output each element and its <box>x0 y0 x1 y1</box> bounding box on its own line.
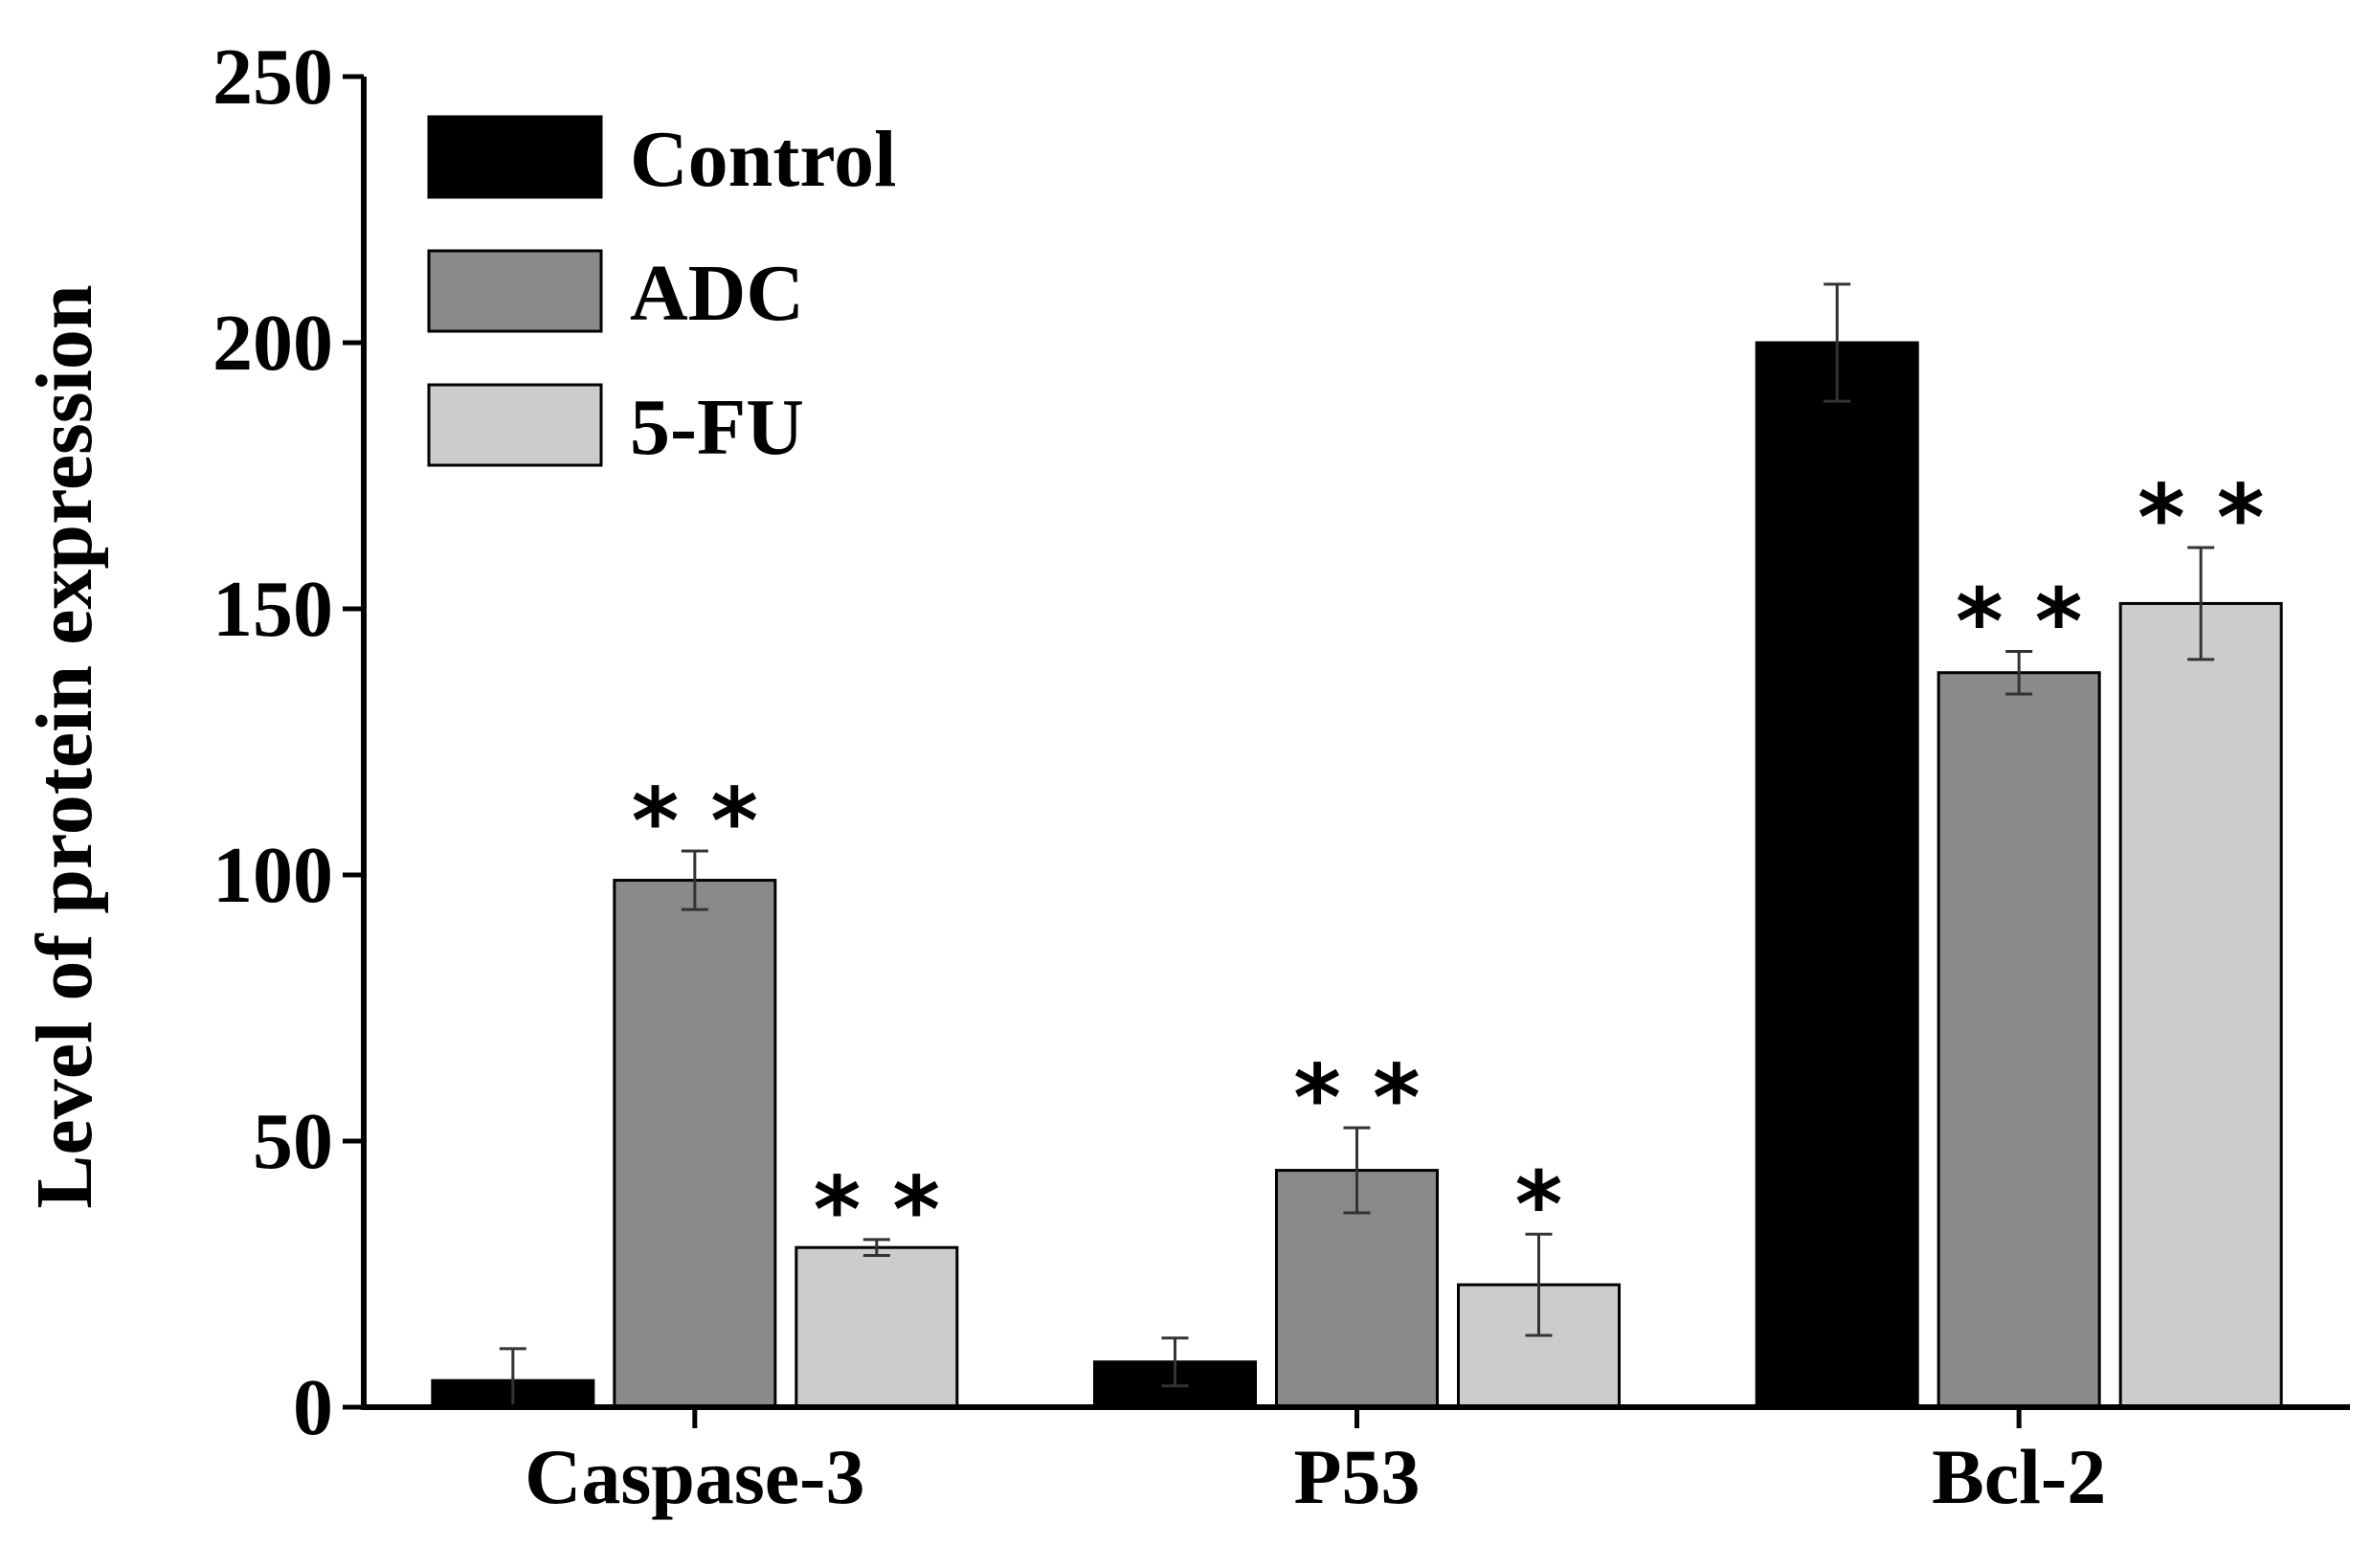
y-tick-label: 200 <box>213 299 333 388</box>
y-axis-title: Level of protein expression <box>20 284 109 1208</box>
x-tick-label: Caspase-3 <box>525 1433 864 1520</box>
x-tick-label: P53 <box>1293 1433 1420 1520</box>
y-tick-label: 100 <box>213 831 333 920</box>
bar-5-fu-caspase-3 <box>795 1245 959 1409</box>
y-axis-ticks: 0 50 100 150 200 250 <box>213 33 364 1452</box>
y-tick-label: 0 <box>293 1363 333 1452</box>
bar-5-fu-bcl-2 <box>2118 601 2283 1409</box>
error-bars <box>499 282 2215 1409</box>
legend: Control ADC 5-FU <box>427 115 896 472</box>
y-tick-label: 50 <box>253 1097 333 1186</box>
legend-swatch-5-fu <box>427 383 603 467</box>
significance-marker: * * <box>1293 1046 1420 1152</box>
bar-adc-caspase-3 <box>613 879 777 1409</box>
bar-control-bcl-2 <box>1755 341 1919 1409</box>
legend-label: 5-FU <box>630 383 804 472</box>
y-tick-label: 250 <box>213 33 333 122</box>
significance-marker: * <box>1515 1153 1563 1258</box>
bars <box>431 341 2283 1409</box>
bar-adc-bcl-2 <box>1936 671 2101 1409</box>
significance-marker: * * <box>814 1158 940 1264</box>
significance-marker: * * <box>2138 466 2264 571</box>
significance-marker: * * <box>632 770 758 875</box>
x-axis-ticks: Caspase-3 P53 Bcl-2 <box>525 1407 2106 1520</box>
x-tick-label: Bcl-2 <box>1932 1433 2106 1520</box>
legend-swatch-adc <box>427 249 603 333</box>
y-tick-label: 150 <box>213 565 333 654</box>
legend-swatch-control <box>427 115 603 199</box>
significance-marker: * * <box>1956 570 2082 675</box>
legend-label: Control <box>630 115 896 204</box>
significance-markers: * * * * * * * * * * * <box>632 466 2265 1264</box>
legend-label: ADC <box>630 249 804 338</box>
